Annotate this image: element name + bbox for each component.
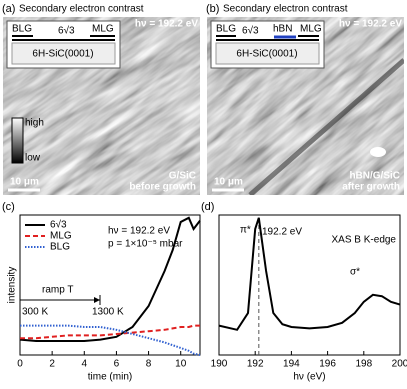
- scale-label: 10 μm: [214, 177, 243, 188]
- plot-frame: [19, 214, 201, 356]
- inset-label: MLG: [92, 24, 114, 35]
- x-tick-label: 2: [49, 359, 55, 370]
- inset-label: BLG: [12, 24, 32, 35]
- plot-frame: [218, 214, 401, 356]
- legend-label: 6√3: [50, 219, 67, 231]
- x-tick-label: 196: [319, 359, 336, 370]
- colorbar-high: high: [25, 118, 44, 129]
- annotation: π*: [240, 225, 251, 236]
- inset-label: hBN: [273, 24, 292, 35]
- annotation: p = 1×10⁻⁵ mbar: [108, 239, 183, 250]
- series-line: [20, 324, 200, 340]
- annotation: 192.2 eV: [262, 227, 302, 238]
- substrate-label: 6H-SiC(0001): [32, 49, 93, 60]
- annotation: σ*: [350, 267, 360, 278]
- sample-label: G/SiC: [169, 171, 196, 182]
- photon-label: hν = 192.2 eV: [135, 19, 198, 30]
- inset-label: MLG: [300, 24, 322, 35]
- x-tick-label: 6: [114, 359, 120, 370]
- photon-label: hν = 192.2 eV: [339, 19, 402, 30]
- panel-label: (d): [201, 201, 214, 213]
- substrate-label: 6H-SiC(0001): [236, 49, 297, 60]
- colorbar-low: low: [25, 153, 41, 164]
- inset-label: BLG: [216, 24, 236, 35]
- x-tick-label: 0: [17, 359, 23, 370]
- caption: Secondary electron contrast: [223, 4, 348, 15]
- series-line: [20, 324, 201, 356]
- sample-label: before growth: [129, 182, 196, 193]
- inset-label: 6√3: [242, 25, 259, 37]
- series-line: [19, 216, 201, 342]
- x-tick-label: 198: [355, 359, 372, 370]
- annotation: 300 K: [22, 307, 48, 318]
- caption: Secondary electron contrast: [19, 4, 144, 15]
- legend-label: BLG: [50, 242, 70, 253]
- legend-label: MLG: [50, 231, 72, 242]
- sample-label: hBN/G/SiC: [349, 171, 400, 182]
- x-tick-label: 192: [247, 359, 264, 370]
- scale-label: 10 μm: [10, 177, 39, 188]
- annotation: 1300 K: [92, 307, 124, 318]
- ramp-arrow-head: [94, 297, 100, 303]
- colorbar: [11, 117, 24, 164]
- x-tick-label: 4: [82, 359, 88, 370]
- x-tick-label: 200: [392, 359, 407, 370]
- y-axis-label: intensity: [7, 267, 18, 304]
- x-tick-label: 190: [211, 359, 228, 370]
- x-axis-label: hν (eV): [293, 372, 325, 383]
- annotation: ramp T: [42, 285, 74, 296]
- x-tick-label: 10: [175, 359, 187, 370]
- panel-label: (c): [2, 201, 15, 213]
- series-line: [218, 217, 401, 331]
- x-axis-label: time (min): [88, 372, 132, 383]
- panel-label: (a): [2, 3, 15, 15]
- series-label: XAS B K-edge: [332, 235, 397, 246]
- inset-label: 6√3: [58, 25, 75, 37]
- x-tick-label: 194: [283, 359, 300, 370]
- panel-label: (b): [206, 3, 219, 15]
- sample-label: after growth: [342, 182, 400, 193]
- substrate: [215, 42, 320, 65]
- substrate: [11, 42, 116, 65]
- x-tick-label: 8: [146, 359, 152, 370]
- annotation: hν = 192.2 eV: [108, 226, 170, 237]
